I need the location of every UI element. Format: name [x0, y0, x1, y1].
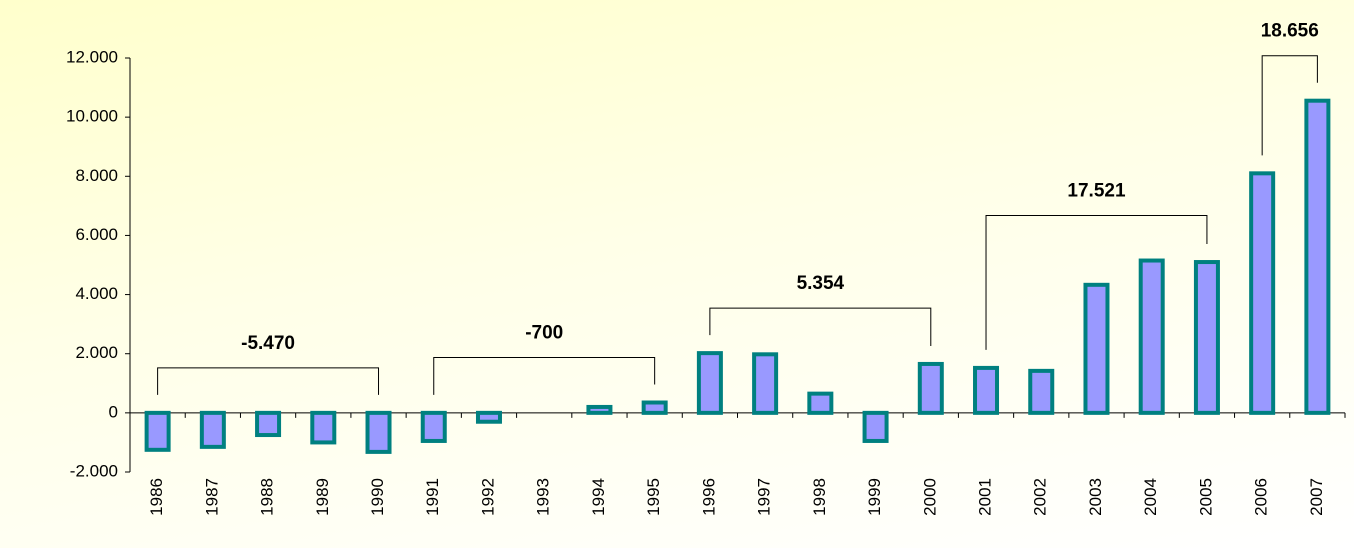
x-tick-label: 1987	[202, 478, 221, 516]
bar	[310, 410, 337, 445]
bar	[1249, 171, 1276, 415]
x-tick-label: 1999	[865, 478, 884, 516]
x-tick-label: 1989	[313, 478, 332, 516]
bar	[862, 410, 889, 443]
bar	[420, 410, 447, 443]
x-tick-label: 2003	[1086, 478, 1105, 516]
x-tick-label: 2007	[1307, 478, 1326, 516]
x-tick-label: 1991	[423, 478, 442, 516]
bar	[641, 400, 668, 415]
annotation: -5.470	[241, 333, 295, 354]
bracket	[433, 357, 656, 395]
bar	[807, 391, 834, 415]
y-tick-label: -2.000	[70, 461, 118, 480]
bar	[1138, 258, 1165, 415]
annotation: 18.656	[1261, 21, 1319, 42]
annotation: 5.354	[797, 273, 845, 294]
x-tick-label: 2000	[920, 478, 939, 516]
x-tick-label: 1993	[534, 478, 553, 516]
bar	[1028, 368, 1055, 415]
bracket	[985, 215, 1208, 350]
annotation: 17.521	[1067, 181, 1126, 202]
x-tick-label: 2001	[976, 478, 995, 516]
y-tick-label: 10.000	[66, 107, 118, 126]
y-tick-label: 0	[109, 402, 118, 421]
bar	[199, 410, 226, 449]
bracket	[157, 367, 380, 395]
bar	[917, 361, 944, 415]
bar	[586, 404, 613, 415]
bracket	[1261, 55, 1318, 156]
x-tick-label: 2006	[1252, 478, 1271, 516]
bar	[475, 410, 502, 424]
y-tick-label: 2.000	[75, 343, 118, 362]
x-tick-label: 1990	[368, 478, 387, 516]
x-tick-label: 1986	[147, 478, 166, 516]
bar	[144, 410, 171, 452]
x-tick-label: 1994	[589, 478, 608, 516]
annotation: -700	[525, 323, 563, 344]
bar	[973, 365, 1000, 415]
x-tick-label: 1998	[810, 478, 829, 516]
x-tick-label: 2002	[1031, 478, 1050, 516]
x-tick-label: 2004	[1141, 478, 1160, 516]
x-tick-label: 1992	[478, 478, 497, 516]
y-tick-label: 8.000	[75, 166, 118, 185]
bar	[1083, 282, 1110, 415]
bar	[365, 410, 392, 454]
bracket	[709, 307, 932, 346]
bar	[696, 351, 723, 415]
y-tick-label: 12.000	[66, 47, 118, 66]
bar	[1193, 260, 1220, 415]
x-tick-label: 1988	[258, 478, 277, 516]
x-tick-label: 1995	[644, 478, 663, 516]
bar	[752, 352, 779, 415]
bar	[1304, 98, 1331, 415]
x-tick-label: 1996	[699, 478, 718, 516]
bar	[255, 410, 282, 438]
x-tick-label: 2005	[1196, 478, 1215, 516]
y-tick-label: 4.000	[75, 284, 118, 303]
y-tick-label: 6.000	[75, 225, 118, 244]
x-tick-label: 1997	[755, 478, 774, 516]
